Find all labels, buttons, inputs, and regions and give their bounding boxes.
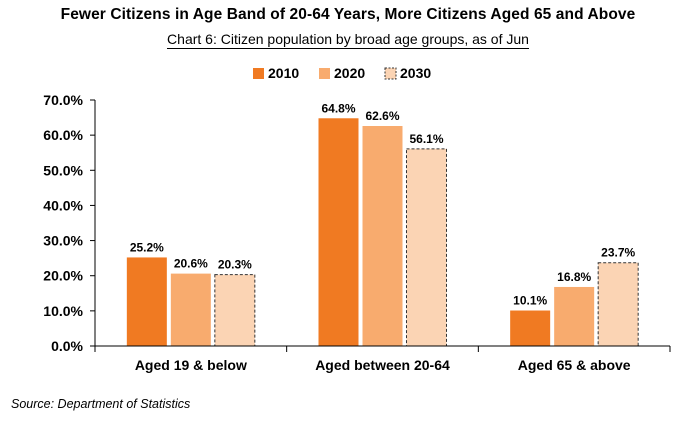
bar-2030	[406, 148, 447, 347]
legend-swatch-2030	[384, 67, 397, 80]
x-category-label: Aged 19 & below	[135, 357, 247, 373]
y-tick-label: 10.0%	[43, 303, 83, 319]
legend-label: 2010	[268, 65, 299, 81]
x-category-label: Aged between 20-64	[315, 357, 450, 373]
y-tick-label: 40.0%	[43, 197, 83, 213]
data-label: 20.6%	[174, 257, 208, 271]
data-label: 64.8%	[321, 101, 355, 115]
y-axis: 0.0% 10.0% 20.0% 30.0% 40.0% 50.0% 60.0% 70.0%	[43, 92, 96, 354]
x-category-label: Aged 65 & above	[518, 357, 631, 373]
legend-swatch-2010	[253, 68, 264, 79]
bar-2010	[126, 257, 167, 346]
legend-label: 2030	[400, 65, 431, 81]
data-label: 16.8%	[557, 270, 591, 284]
data-label: 62.6%	[365, 109, 399, 123]
bar-2020	[554, 286, 595, 346]
y-tick-label: 0.0%	[51, 338, 83, 354]
legend-swatch-2020	[319, 68, 330, 79]
legend-label: 2020	[334, 65, 365, 81]
data-label: 25.2%	[130, 240, 164, 254]
bar-2020	[362, 126, 403, 347]
data-label: 10.1%	[513, 294, 547, 308]
bars-group: 25.2% 20.6% 20.3% 64.8% 62.6% 56.1% 10.1% 16.8%…	[126, 101, 639, 347]
y-tick-label: 50.0%	[43, 162, 83, 178]
chart-subtitle: Chart 6: Citizen population by broad age…	[0, 31, 696, 49]
x-axis: Aged 19 & below Aged between 20-64 Aged 65…	[94, 345, 671, 373]
y-tick-label: 30.0%	[43, 233, 83, 249]
y-tick-label: 70.0%	[43, 92, 83, 108]
chart-legend: 2010 2020 2030	[253, 65, 431, 81]
source-note: Source: Department of Statistics	[11, 397, 191, 411]
bar-2030	[214, 274, 256, 347]
chart-title: Fewer Citizens in Age Band of 20-64 Year…	[60, 6, 636, 23]
bar-2030	[597, 262, 639, 347]
bar-2010	[510, 310, 551, 346]
chart-subtitle-text: Chart 6: Citizen population by broad age…	[167, 31, 529, 49]
y-tick-label: 60.0%	[43, 127, 83, 143]
bar-2010	[318, 118, 359, 346]
y-tick-label: 20.0%	[43, 268, 83, 284]
bar-2020	[170, 273, 211, 346]
data-label: 20.3%	[218, 258, 252, 272]
data-label: 23.7%	[601, 246, 635, 260]
data-label: 56.1%	[409, 132, 443, 146]
